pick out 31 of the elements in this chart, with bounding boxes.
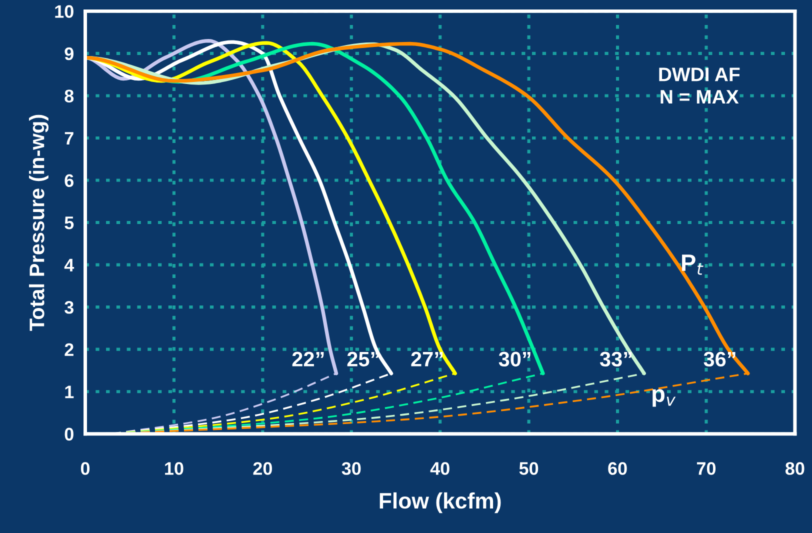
series-label: 36” (704, 352, 736, 367)
y-tick-label: 1 (65, 386, 74, 398)
x-tick-label: 30 (342, 462, 361, 475)
y-tick-label: 2 (64, 343, 74, 356)
annotation: P$_{t}$ (682, 254, 704, 275)
x-tick-label: 40 (430, 462, 450, 475)
y-tick-label: 6 (64, 174, 74, 187)
y-tick-label: 3 (64, 300, 74, 314)
y-axis-title: Total Pressure (in-wg) (29, 114, 49, 331)
x-tick-label: 60 (608, 462, 627, 475)
y-tick-label: 5 (64, 216, 74, 230)
series-label: 27” (411, 352, 443, 366)
x-tick-label: 70 (696, 462, 716, 475)
y-tick-label: 0 (64, 428, 74, 441)
y-tick-label: 7 (64, 132, 74, 145)
series-label: 33” (600, 352, 632, 367)
x-tick-label: 50 (519, 462, 538, 475)
y-tick-label: 4 (64, 258, 74, 272)
x-tick-label: 20 (253, 462, 272, 475)
y-tick-label: 8 (64, 90, 74, 102)
x-tick-label: 10 (165, 462, 184, 475)
series-label: 30” (498, 352, 530, 367)
y-tick-label: 9 (64, 47, 74, 60)
series-label: 25” (347, 352, 379, 367)
series-label: 22” (292, 352, 324, 366)
x-tick-label: 80 (785, 462, 804, 475)
x-axis-title: Flow (kcfm) (380, 492, 501, 514)
x-tick-label: 0 (80, 462, 90, 475)
y-tick-label: 10 (55, 5, 74, 18)
annotation: p$_{v}$ (652, 389, 676, 407)
annotation: DWDI AF N = MAX (659, 68, 740, 104)
